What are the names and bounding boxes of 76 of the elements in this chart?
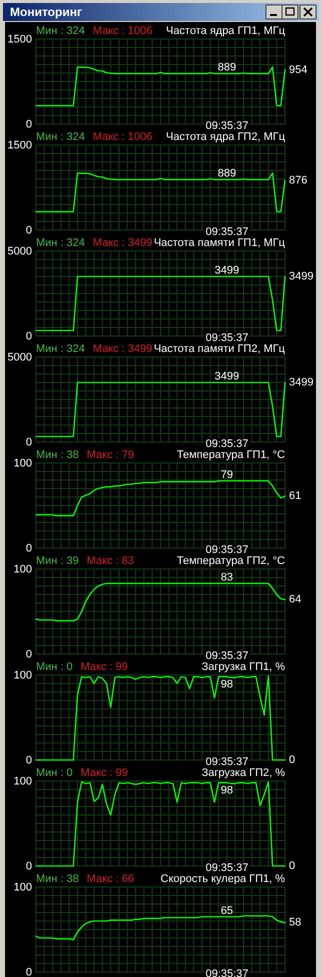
text: Макс : 3499 [92, 343, 152, 355]
annotation: 09:35:37 [206, 438, 248, 450]
y-tick-label: 100 [14, 564, 32, 576]
annotation: 65 [220, 904, 234, 917]
y-tick-label: 5000 [8, 352, 32, 364]
y-tick-label: 1500 [8, 34, 32, 46]
annotation: 3499 [214, 370, 240, 383]
y-tick-label: 0 [26, 648, 32, 661]
annotation: 83 [220, 571, 234, 584]
text: Макс : 1006 [92, 131, 152, 143]
y-tick-label: 0 [26, 860, 32, 873]
chart-title: Частота памяти ГП2, МГц [154, 343, 286, 355]
annotation: 3499 [214, 264, 240, 277]
text: 876 [289, 174, 308, 186]
chart-title: Скорость кулера ГП1, % [160, 873, 286, 885]
text: Мин : 0 [36, 661, 73, 673]
annotation: 889 [218, 168, 236, 180]
text: 3499 [289, 270, 314, 282]
text: Макс : 3499 [92, 237, 152, 249]
text: 58 [289, 916, 302, 929]
y-tick-label: 100 [14, 882, 32, 894]
y-tick-label: 100 [14, 670, 32, 682]
annotation: 09:35:37 [206, 226, 248, 238]
y-tick-label: 0 [26, 118, 32, 131]
line-series [35, 480, 286, 516]
chart-title: Частота памяти ГП1, МГц [154, 237, 286, 249]
text: Макс : 79 [86, 449, 134, 461]
y-tick-label: 0 [26, 542, 32, 555]
annotation: 98 [220, 678, 234, 691]
line-series [35, 582, 286, 622]
line-series [35, 915, 286, 940]
y-tick-label: 1500 [8, 140, 32, 152]
y-tick-label: 0 [26, 436, 32, 449]
annotation: 09:35:37 [206, 544, 248, 556]
annotation: 09:35:37 [206, 968, 248, 977]
text: 0 [289, 860, 296, 872]
chart-title: Температура ГП2, °C [176, 555, 286, 567]
annotation: 09:35:37 [206, 332, 248, 344]
text: Мониторинг [10, 5, 82, 19]
text: 3499 [289, 376, 314, 388]
y-tick-label: 100 [14, 458, 32, 470]
annotation: 09:35:37 [206, 120, 248, 132]
annotation: 889 [218, 62, 236, 74]
annotation: 09:35:37 [206, 862, 248, 874]
chart-title: Температура ГП1, °C [176, 449, 286, 461]
text: 61 [289, 490, 302, 502]
chart-title: Загрузка ГП2, % [202, 767, 286, 779]
text: 0 [289, 754, 296, 766]
text: Макс : 99 [80, 661, 128, 673]
y-tick-label: 0 [26, 330, 32, 343]
text: Макс : 66 [86, 873, 134, 885]
text: Мин : 324 [36, 25, 85, 37]
text: Макс : 99 [80, 767, 128, 779]
text: Мин : 38 [36, 449, 79, 461]
text: Мин : 324 [36, 343, 85, 355]
text: Мин : 324 [36, 237, 85, 249]
text: Мин : 38 [36, 873, 79, 885]
y-tick-label: 0 [26, 224, 32, 237]
chart-title: Частота ядра ГП1, МГц [166, 25, 286, 37]
annotation: 79 [220, 468, 234, 481]
y-tick-label: 0 [26, 966, 32, 977]
annotation: 09:35:37 [206, 756, 248, 768]
annotation: 98 [220, 784, 234, 797]
y-tick-label: 5000 [8, 246, 32, 258]
y-tick-label: 100 [14, 776, 32, 788]
text: Мин : 324 [36, 131, 85, 143]
text: Макс : 83 [86, 555, 134, 567]
text: Мин : 0 [36, 767, 73, 779]
annotation: 09:35:37 [206, 650, 248, 662]
y-tick-label: 0 [26, 754, 32, 767]
text: Макс : 1006 [92, 25, 152, 37]
chart-title: Загрузка ГП1, % [202, 661, 286, 673]
text: 64 [289, 594, 302, 606]
chart-title: Частота ядра ГП2, МГц [166, 131, 286, 143]
text: Мин : 39 [36, 555, 79, 567]
text: 954 [289, 64, 308, 76]
